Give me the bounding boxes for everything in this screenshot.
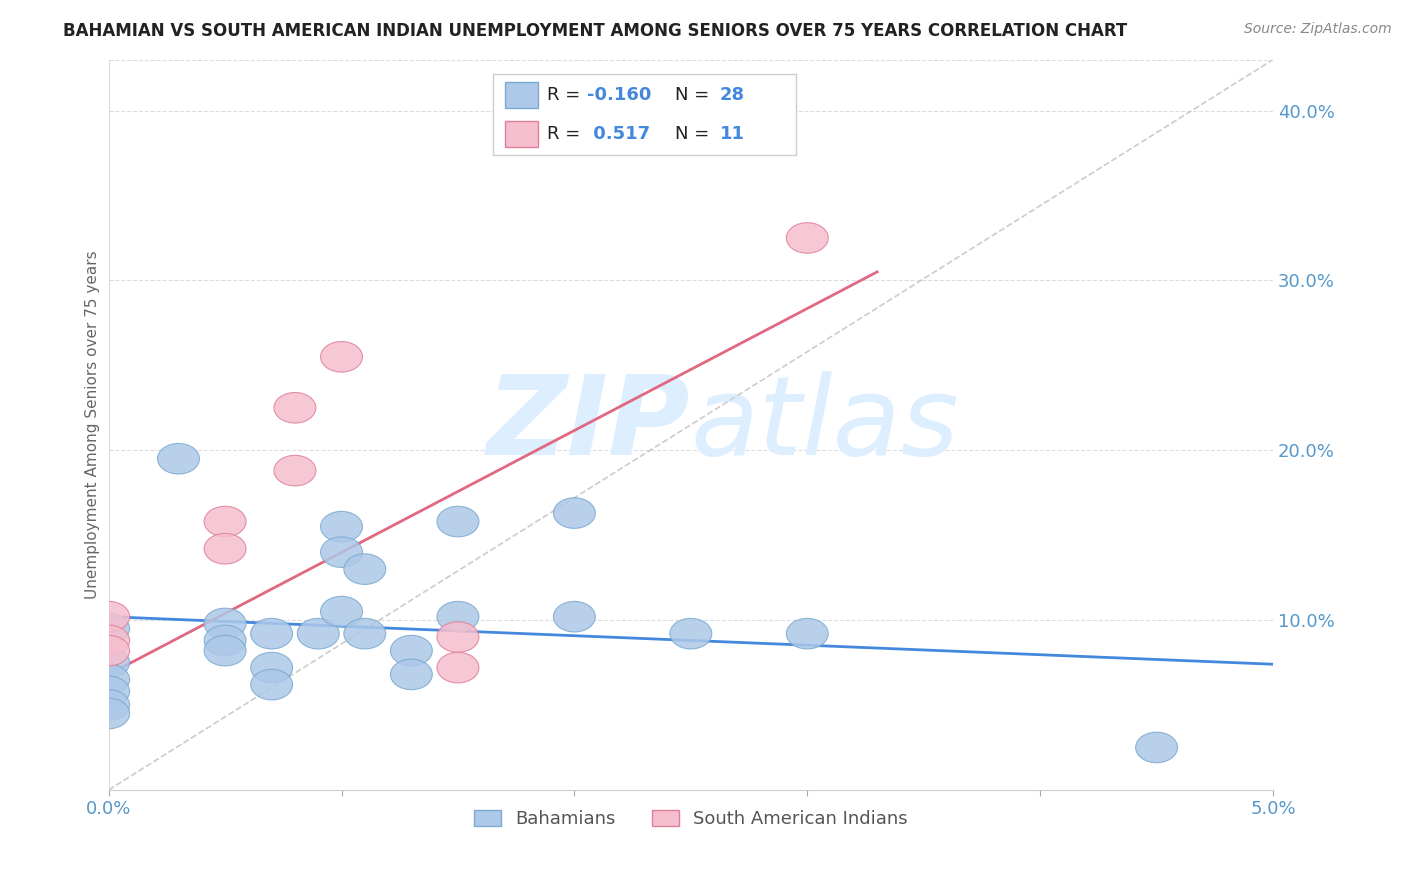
Ellipse shape (391, 659, 432, 690)
Ellipse shape (437, 601, 479, 632)
Ellipse shape (87, 614, 129, 644)
Ellipse shape (204, 507, 246, 537)
Ellipse shape (786, 223, 828, 253)
Legend: Bahamians, South American Indians: Bahamians, South American Indians (467, 803, 915, 836)
Ellipse shape (87, 601, 129, 632)
Ellipse shape (344, 618, 385, 649)
Ellipse shape (204, 608, 246, 639)
Ellipse shape (157, 443, 200, 474)
Ellipse shape (87, 625, 129, 656)
Ellipse shape (87, 690, 129, 720)
Ellipse shape (274, 455, 316, 486)
Ellipse shape (1136, 732, 1178, 763)
Ellipse shape (204, 635, 246, 666)
Ellipse shape (321, 596, 363, 627)
Ellipse shape (391, 635, 432, 666)
Ellipse shape (437, 652, 479, 683)
Ellipse shape (437, 507, 479, 537)
Ellipse shape (250, 618, 292, 649)
Ellipse shape (321, 342, 363, 372)
Ellipse shape (87, 635, 129, 666)
Ellipse shape (87, 648, 129, 678)
Ellipse shape (297, 618, 339, 649)
Ellipse shape (204, 625, 246, 656)
Ellipse shape (87, 665, 129, 695)
Ellipse shape (250, 652, 292, 683)
Ellipse shape (321, 537, 363, 567)
Ellipse shape (87, 698, 129, 729)
Ellipse shape (669, 618, 711, 649)
Ellipse shape (554, 601, 595, 632)
Ellipse shape (437, 622, 479, 652)
Ellipse shape (204, 533, 246, 564)
Ellipse shape (250, 669, 292, 700)
Ellipse shape (554, 498, 595, 528)
Ellipse shape (87, 676, 129, 706)
Text: atlas: atlas (690, 371, 959, 478)
Text: BAHAMIAN VS SOUTH AMERICAN INDIAN UNEMPLOYMENT AMONG SENIORS OVER 75 YEARS CORRE: BAHAMIAN VS SOUTH AMERICAN INDIAN UNEMPL… (63, 22, 1128, 40)
Ellipse shape (786, 618, 828, 649)
Ellipse shape (274, 392, 316, 423)
Text: ZIP: ZIP (488, 371, 690, 478)
Ellipse shape (321, 511, 363, 542)
Text: Source: ZipAtlas.com: Source: ZipAtlas.com (1244, 22, 1392, 37)
Y-axis label: Unemployment Among Seniors over 75 years: Unemployment Among Seniors over 75 years (86, 251, 100, 599)
Ellipse shape (344, 554, 385, 584)
